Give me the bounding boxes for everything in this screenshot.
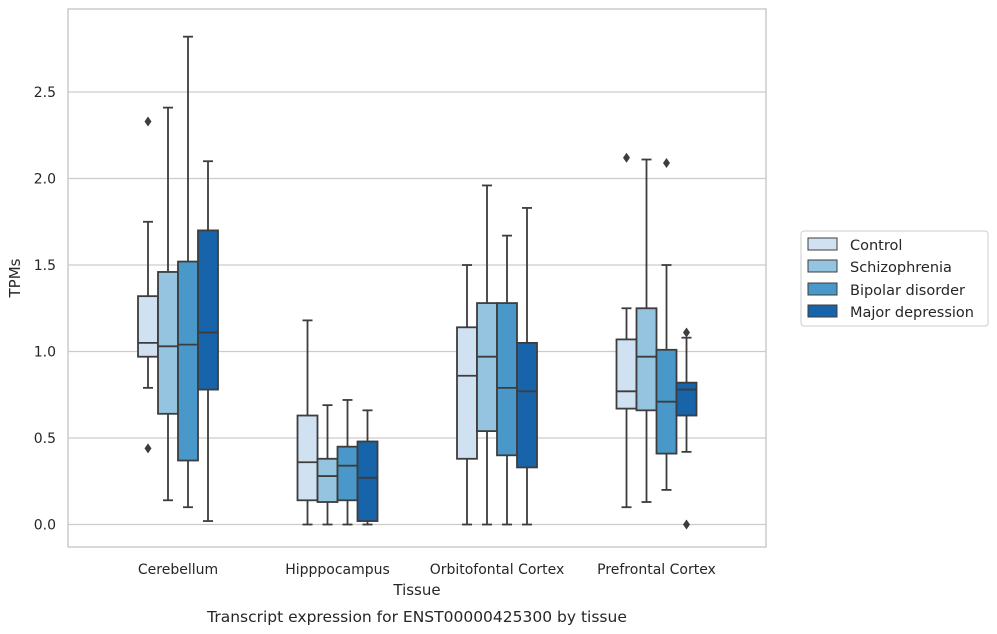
box-schizophrenia: [635, 158, 658, 503]
box-schizophrenia: [476, 184, 498, 526]
box-iqr: [516, 341, 538, 469]
legend-label-major-depression: Major depression: [850, 305, 974, 321]
y-tick-label: 0.0: [34, 518, 56, 534]
x-axis-title: Tissue: [392, 581, 440, 599]
box-control: [456, 264, 478, 526]
box-bipolar-disorder: [655, 157, 678, 491]
box-iqr: [675, 381, 698, 417]
outlier-point: [663, 157, 670, 168]
outlier-point: [144, 443, 152, 454]
box-iqr: [296, 414, 319, 502]
box-iqr: [635, 307, 658, 412]
box-major-depression: [356, 409, 379, 526]
box-bipolar-disorder: [336, 399, 359, 526]
legend: Control Schizophrenia Bipolar disorder M…: [800, 230, 989, 327]
boxes-layer: [137, 35, 698, 530]
box-control: [296, 319, 319, 526]
y-axis-title: TPMs: [6, 258, 24, 298]
legend-label-schizophrenia: Schizophrenia: [850, 260, 952, 276]
box-major-depression: [516, 207, 538, 526]
y-tick-labels: 0.0 0.5 1.0 1.5 2.0 2.5: [34, 85, 56, 533]
box-major-depression: [197, 160, 219, 522]
box-iqr: [316, 457, 339, 503]
outlier-point: [683, 327, 690, 338]
legend-swatch-major-depression: [807, 304, 838, 318]
legend-swatch-bipolar: [807, 282, 838, 296]
y-tick-label: 2.5: [34, 85, 56, 101]
box-iqr: [336, 445, 359, 502]
box-bipolar-disorder: [177, 35, 199, 509]
legend-swatch-control: [807, 237, 838, 251]
legend-frame: [800, 230, 989, 327]
box-iqr: [197, 229, 219, 391]
x-tick-label: Prefrontal Cortex: [597, 562, 716, 578]
legend-label-control: Control: [850, 238, 902, 254]
figure-caption: Transcript expression for ENST0000042530…: [206, 608, 627, 626]
x-tick-label: Hipppocampus: [285, 562, 390, 578]
x-tick-label: Orbitofontal Cortex: [430, 562, 565, 578]
x-tick-labels: Cerebellum Hipppocampus Orbitofontal Corte…: [138, 562, 716, 578]
box-iqr: [157, 271, 179, 415]
y-tick-label: 0.5: [34, 431, 56, 447]
box-control: [615, 152, 638, 509]
box-iqr: [356, 440, 379, 522]
x-tick-label: Cerebellum: [138, 562, 218, 578]
box-schizophrenia: [316, 404, 339, 526]
box-iqr: [177, 260, 199, 462]
legend-label-bipolar: Bipolar disorder: [850, 283, 965, 299]
y-tick-label: 1.0: [34, 345, 56, 361]
plot-area-frame: [67, 8, 767, 548]
y-tick-label: 2.0: [34, 172, 56, 188]
box-iqr: [456, 326, 478, 460]
box-schizophrenia: [157, 106, 179, 502]
outlier-point: [683, 519, 690, 530]
y-tick-label: 1.5: [34, 258, 56, 274]
box-iqr: [615, 338, 638, 410]
box-major-depression: [675, 327, 698, 530]
outlier-point: [623, 152, 630, 163]
outlier-point: [144, 116, 152, 127]
box-iqr: [496, 302, 518, 457]
box-control: [137, 116, 159, 454]
box-iqr: [476, 302, 498, 432]
legend-swatch-schizophrenia: [807, 259, 838, 273]
box-bipolar-disorder: [496, 234, 518, 526]
box-iqr: [137, 295, 159, 358]
